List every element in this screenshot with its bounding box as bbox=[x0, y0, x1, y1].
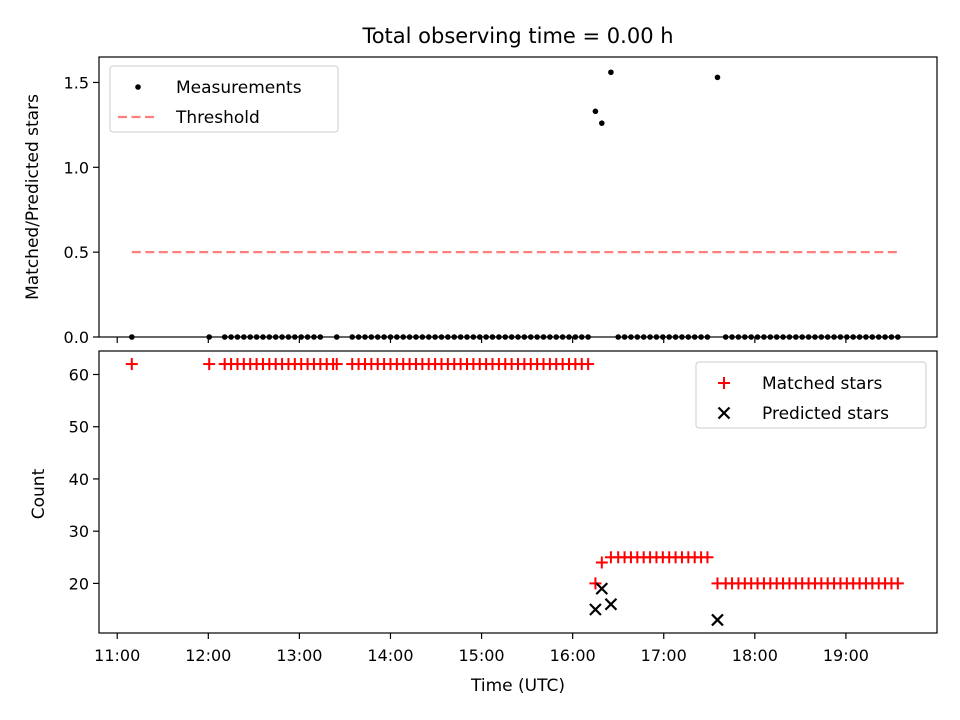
axes-frame bbox=[98, 350, 938, 634]
matched-star-marker bbox=[203, 358, 216, 371]
y-tick-label: 1.0 bbox=[64, 158, 89, 177]
top-axes: 0.0 0.5 1.0 1.5 Measurements Threshold bbox=[64, 56, 938, 347]
legend-label: Threshold bbox=[175, 108, 260, 128]
bottom-y-axis-label: Count bbox=[29, 468, 49, 519]
legend-label: Measurements bbox=[176, 78, 302, 98]
y-tick-label: 1.5 bbox=[64, 73, 89, 92]
x-tick-label: 13:00 bbox=[276, 646, 322, 665]
measurement-point bbox=[592, 108, 599, 115]
axes-frame bbox=[98, 56, 938, 338]
series-predicted-stars bbox=[589, 582, 724, 627]
plot-area bbox=[125, 358, 904, 627]
y-tick-label: 20 bbox=[69, 574, 89, 593]
legend-label: Predicted stars bbox=[762, 404, 889, 424]
legend-swatch bbox=[717, 406, 731, 420]
matched-star-marker bbox=[125, 358, 138, 371]
x-tick-label: 11:00 bbox=[94, 646, 140, 665]
measurement-point bbox=[599, 120, 605, 126]
predicted-star-marker bbox=[711, 613, 724, 627]
measurement-point bbox=[714, 74, 721, 81]
legend-swatch bbox=[135, 84, 141, 90]
legend-box bbox=[109, 65, 339, 133]
x-tick-label: 16:00 bbox=[550, 646, 596, 665]
matched-star-marker bbox=[891, 577, 904, 590]
y-tick-label: 40 bbox=[69, 470, 89, 489]
y-tick-label: 0.0 bbox=[64, 328, 89, 347]
matched-star-marker bbox=[595, 556, 608, 569]
legend: Matched stars Predicted stars bbox=[695, 361, 927, 429]
x-tick-label: 19:00 bbox=[823, 646, 869, 665]
x-axis-label: Time (UTC) bbox=[470, 676, 565, 696]
matched-star-marker bbox=[701, 551, 714, 564]
legend-swatch bbox=[718, 377, 730, 389]
predicted-star-marker bbox=[595, 582, 609, 595]
y-tick-label: 30 bbox=[69, 522, 89, 541]
top-y-axis-label: Matched/Predicted stars bbox=[23, 94, 43, 300]
x-tick-label: 17:00 bbox=[641, 646, 687, 665]
predicted-star-marker-b bbox=[589, 603, 602, 616]
predicted-star-marker-b bbox=[711, 613, 724, 627]
predicted-star-marker bbox=[589, 603, 602, 616]
y-tick-label: 60 bbox=[69, 366, 89, 385]
matched-star-marker bbox=[582, 358, 595, 371]
series-matched-stars bbox=[125, 358, 904, 590]
y-tick-label: 50 bbox=[69, 418, 89, 437]
x-tick-label: 14:00 bbox=[367, 646, 413, 665]
measurement-point bbox=[608, 69, 614, 76]
matched-star-marker bbox=[589, 577, 602, 590]
x-tick-label: 12:00 bbox=[185, 646, 231, 665]
predicted-star-marker-b bbox=[604, 597, 618, 611]
matched-star-marker bbox=[330, 358, 343, 371]
x-tick-label: 18:00 bbox=[732, 646, 778, 665]
legend-box bbox=[695, 361, 927, 429]
bottom-axes: 20 30 40 50 60 11:00 12:00 13:00 14:00 15:00 16:00… bbox=[69, 350, 938, 665]
x-tick-label: 15:00 bbox=[459, 646, 505, 665]
y-tick-label: 0.5 bbox=[64, 243, 89, 262]
predicted-star-marker-b bbox=[595, 582, 609, 595]
chart-title: Total observing time = 0.00 h bbox=[361, 24, 673, 48]
legend-label: Matched stars bbox=[762, 374, 882, 394]
legend: Measurements Threshold bbox=[109, 65, 339, 133]
predicted-star-marker bbox=[604, 597, 618, 611]
legend-swatch-b bbox=[717, 406, 731, 420]
